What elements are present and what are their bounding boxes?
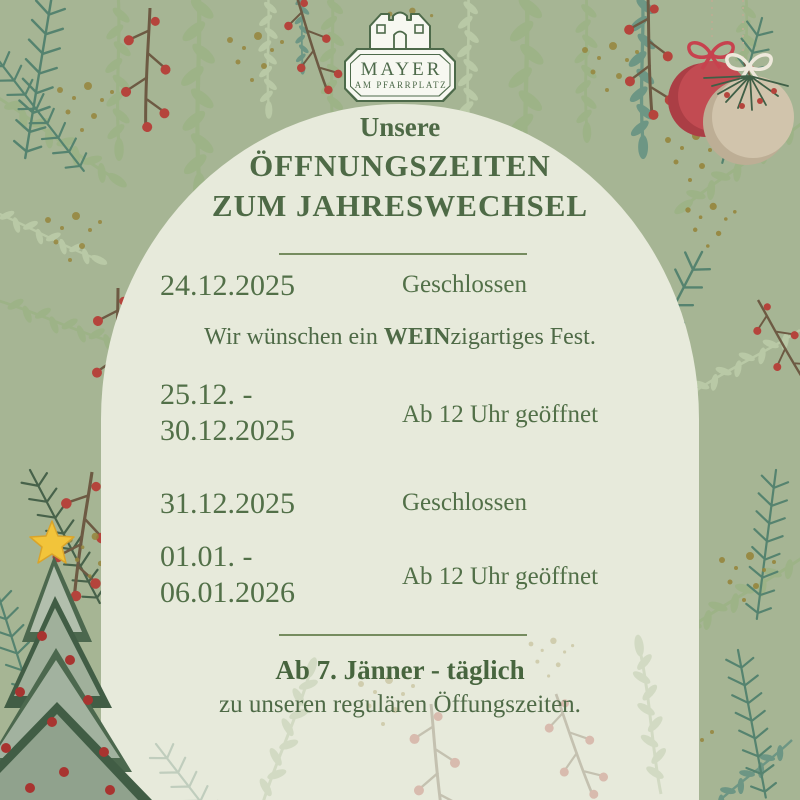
schedule-row: 31.12.2025 Geschlossen (160, 486, 720, 570)
schedule-status: Geschlossen (402, 489, 527, 516)
greeting-suffix: zigartiges Fest. (450, 324, 596, 350)
logo-name: MAYER (360, 58, 443, 80)
schedule-row: 24.12.2025 Geschlossen (160, 268, 720, 352)
schedule-date-line1: 01.01. - (160, 540, 253, 573)
schedule-status: Ab 12 Uhr geöffnet (402, 563, 599, 590)
divider-top (279, 253, 527, 255)
schedule-date: 24.12.2025 (160, 269, 295, 302)
kicker-text: Unsere (359, 112, 441, 142)
page-title-line1: ÖFFNUNGSZEITEN (249, 148, 551, 183)
greeting-text: Wir wünschen ein WEINzigartiges Fest. (0, 324, 800, 351)
logo-house-icon (369, 11, 431, 51)
schedule-date-line2: 06.01.2026 (160, 576, 295, 609)
footer-line1: Ab 7. Jänner - täglich (275, 655, 525, 685)
divider-bottom (279, 634, 527, 636)
greeting-prefix: Wir wünschen ein (204, 324, 384, 350)
schedule-date-line1: 25.12. - (160, 378, 253, 411)
page-title-line2: ZUM JAHRESWECHSEL (211, 188, 589, 223)
logo-subtitle: AM PFARRPLATZ (354, 79, 448, 90)
greeting-bold: WEIN (383, 324, 451, 350)
schedule-status: Ab 12 Uhr geöffnet (402, 401, 599, 428)
schedule-status: Geschlossen (402, 271, 527, 298)
logo-badge: MAYER AM PFARRPLATZ (344, 48, 456, 102)
schedule-row: 01.01. - 06.01.2026 Ab 12 Uhr geöffnet (160, 539, 720, 623)
footer-line2: zu unseren regulären Öffungszeiten. (219, 691, 581, 718)
schedule-date: 31.12.2025 (160, 487, 295, 520)
schedule-row: 25.12. - 30.12.2025 Ab 12 Uhr geöffnet (160, 377, 720, 461)
logo: MAYER AM PFARRPLATZ (344, 5, 456, 102)
